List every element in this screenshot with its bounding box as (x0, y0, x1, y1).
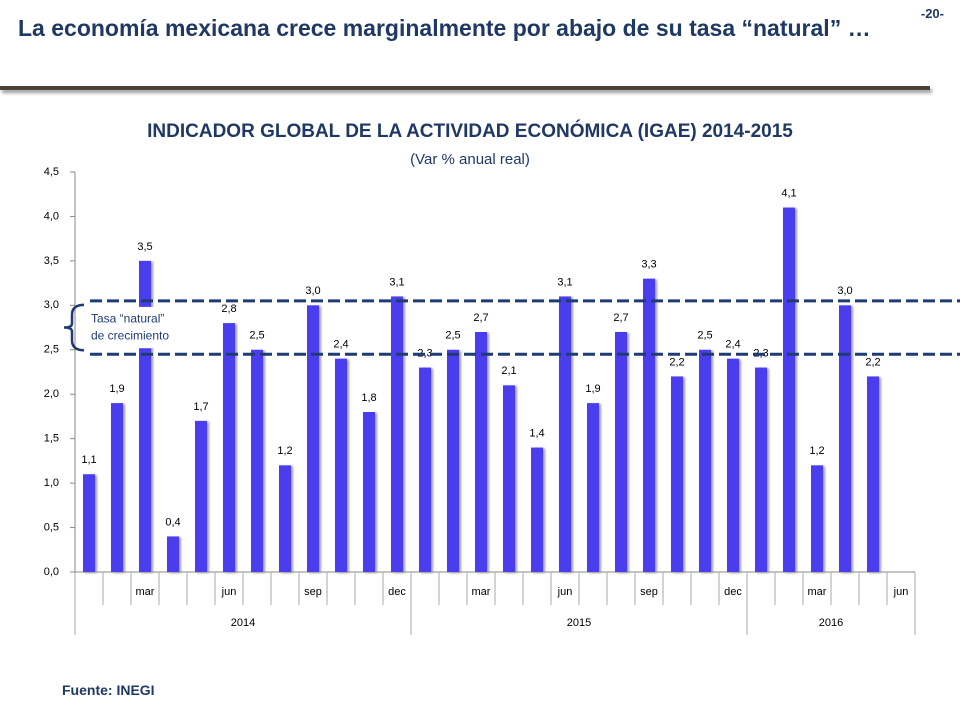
bar (783, 207, 795, 573)
bar (755, 367, 767, 572)
bar (671, 376, 683, 572)
bar (867, 376, 879, 572)
x-tick-label: dec (724, 586, 742, 598)
bar (363, 412, 375, 572)
bar (811, 465, 823, 572)
bar (643, 278, 655, 572)
x-tick-label: jun (221, 586, 237, 598)
bar (251, 349, 263, 572)
annotation: de crecimiento (91, 329, 169, 343)
bar (699, 349, 711, 572)
x-tick-label: mar (472, 586, 491, 598)
year-label: 2016 (819, 617, 843, 629)
value-label: 2,1 (501, 365, 516, 377)
chart-subtitle: (Var % anual real) (410, 151, 530, 168)
bar (335, 358, 347, 572)
x-tick-label: sep (304, 586, 322, 598)
y-tick-label: 3,0 (44, 299, 59, 311)
bar (531, 447, 543, 572)
value-label: 2,4 (333, 339, 348, 351)
bar (587, 403, 599, 572)
value-label: 1,7 (193, 401, 208, 413)
bar (167, 536, 179, 572)
bar (559, 296, 571, 572)
value-label: 2,5 (445, 330, 460, 342)
y-tick-label: 4,0 (44, 210, 59, 222)
value-label: 4,1 (781, 187, 796, 199)
year-label: 2015 (567, 617, 591, 629)
value-label: 3,0 (837, 285, 852, 297)
value-label: 3,5 (137, 241, 152, 253)
bar (503, 385, 515, 572)
y-tick-label: 1,0 (44, 477, 59, 489)
bar (615, 332, 627, 572)
value-label: 1,8 (361, 392, 376, 404)
year-label: 2014 (231, 617, 255, 629)
x-tick-label: sep (640, 586, 658, 598)
bar (447, 349, 459, 572)
value-label: 1,9 (585, 383, 600, 395)
value-label: 2,7 (473, 312, 488, 324)
y-tick-label: 0,5 (44, 521, 59, 533)
value-label: 2,2 (669, 356, 684, 368)
value-label: 2,8 (221, 303, 236, 315)
value-label: 1,4 (529, 427, 544, 439)
bar (279, 465, 291, 572)
value-label: 3,0 (305, 285, 320, 297)
value-label: 1,2 (277, 445, 292, 457)
annotation: Tasa “natural” (91, 312, 164, 326)
y-tick-label: 2,0 (44, 388, 59, 400)
value-label: 3,1 (557, 276, 572, 288)
x-tick-label: mar (808, 586, 827, 598)
value-label: 2,7 (613, 312, 628, 324)
bar (223, 323, 235, 572)
bar (839, 305, 851, 572)
bar (307, 305, 319, 572)
y-tick-label: 4,5 (44, 166, 59, 178)
y-tick-label: 2,5 (44, 344, 59, 356)
value-label: 2,5 (697, 330, 712, 342)
bar (475, 332, 487, 572)
value-label: 0,4 (165, 516, 180, 528)
y-tick-label: 3,5 (44, 255, 59, 267)
slide-title: La economía mexicana crece marginalmente… (18, 15, 871, 41)
bar (83, 474, 95, 572)
y-tick-label: 1,5 (44, 433, 59, 445)
value-label: 1,2 (809, 445, 824, 457)
bar (195, 420, 207, 572)
x-tick-label: dec (388, 586, 406, 598)
value-label: 1,1 (81, 454, 96, 466)
x-tick-label: jun (893, 586, 909, 598)
bar (419, 367, 431, 572)
value-label: 3,3 (641, 259, 656, 271)
value-label: 2,5 (249, 330, 264, 342)
page-number: -20- (920, 6, 944, 21)
value-label: 1,9 (109, 383, 124, 395)
chart-title: INDICADOR GLOBAL DE LA ACTIVIDAD ECONÓMI… (147, 120, 793, 142)
y-tick-label: 0,0 (44, 566, 59, 578)
value-label: 2,2 (865, 356, 880, 368)
x-tick-label: mar (136, 586, 155, 598)
source: Fuente: INEGI (62, 682, 155, 698)
bar (391, 296, 403, 572)
bar (111, 403, 123, 572)
annotation-box (86, 306, 204, 349)
x-tick-label: jun (557, 586, 573, 598)
title-rule (0, 86, 930, 90)
bar (727, 358, 739, 572)
annotation-brace (63, 303, 85, 352)
value-label: 3,1 (389, 276, 404, 288)
value-label: 2,4 (725, 339, 740, 351)
